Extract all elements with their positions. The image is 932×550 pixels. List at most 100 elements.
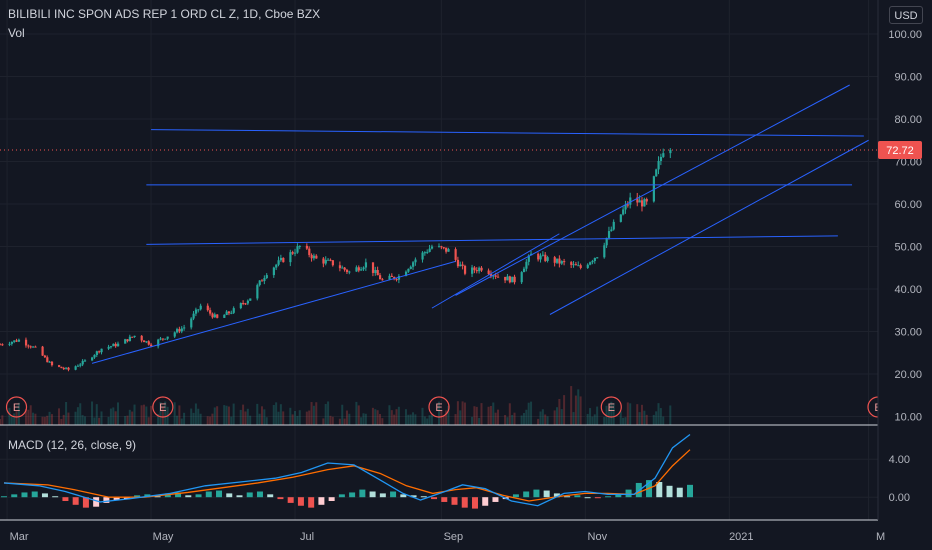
- currency-button[interactable]: USD: [889, 6, 923, 24]
- price-tag-bg: [878, 140, 922, 159]
- candle-body: [659, 156, 663, 161]
- volume-bar: [355, 401, 358, 425]
- candle-body: [421, 252, 424, 260]
- candle-body: [327, 259, 330, 261]
- volume-bar: [62, 414, 65, 425]
- candle-body: [50, 361, 54, 366]
- volume-bar: [145, 406, 148, 425]
- macd-histogram-bar: [584, 497, 591, 499]
- price-tick-label: 50.00: [894, 242, 922, 254]
- price-tag: 72.72: [886, 145, 914, 157]
- volume-bar: [60, 418, 63, 425]
- volume-bar: [414, 414, 417, 425]
- volume-bar: [327, 401, 330, 425]
- volume-bar: [230, 416, 233, 425]
- volume-bar: [272, 404, 275, 425]
- candle-body: [376, 269, 379, 276]
- volume-bar: [412, 412, 415, 425]
- candle-body: [225, 311, 228, 315]
- candle-body: [475, 270, 478, 272]
- volume-bar: [246, 408, 249, 425]
- volume-bar: [558, 398, 561, 425]
- macd-histogram-bar: [420, 496, 427, 498]
- candle-body: [579, 265, 582, 268]
- candle-body: [298, 245, 301, 247]
- volume-bar: [586, 413, 589, 425]
- macd-histogram-bar: [318, 497, 325, 505]
- volume-bar: [150, 405, 153, 425]
- volume-bar: [32, 412, 35, 425]
- candle-body: [461, 264, 464, 266]
- candle-body: [265, 275, 268, 279]
- volume-bar: [371, 407, 374, 425]
- macd-histogram-bar: [656, 482, 663, 498]
- candle-body: [43, 355, 47, 358]
- candle-body: [558, 258, 561, 264]
- candle-body: [395, 279, 398, 281]
- candle-body: [190, 318, 193, 328]
- candle-body: [626, 204, 630, 206]
- candle-body: [537, 253, 540, 260]
- volume-bar: [527, 402, 530, 425]
- price-tick-label: 20.00: [894, 369, 922, 381]
- volume-bar: [216, 406, 219, 425]
- earnings-label: E: [159, 402, 166, 414]
- candle-body: [497, 276, 500, 278]
- candle-body: [426, 251, 429, 253]
- candle-body: [430, 246, 434, 249]
- candle-body: [147, 341, 150, 345]
- candle-body: [209, 310, 212, 314]
- candle-body: [114, 343, 117, 347]
- price-tick-label: 30.00: [894, 327, 922, 339]
- candle-body: [374, 269, 377, 273]
- candle-body: [652, 176, 655, 202]
- candle-body: [166, 336, 169, 339]
- price-tick-label: 40.00: [894, 284, 922, 296]
- candle-body: [662, 153, 665, 157]
- candle-body: [412, 262, 415, 267]
- candle-body: [506, 276, 509, 281]
- macd-histogram-bar: [676, 487, 683, 498]
- candle-body: [279, 257, 283, 261]
- macd-histogram-bar: [287, 497, 294, 503]
- volume-bar: [93, 417, 96, 425]
- volume-bar: [190, 408, 193, 425]
- candle-body: [107, 346, 110, 349]
- volume-bar: [265, 417, 268, 425]
- candle-body: [24, 339, 28, 346]
- candle-body: [357, 267, 360, 271]
- volume-bar: [223, 405, 226, 425]
- candle-body: [624, 204, 627, 210]
- candle-body: [423, 252, 427, 254]
- volume-bar: [249, 415, 252, 425]
- volume-bar: [161, 407, 164, 425]
- earnings-circle: [5, 396, 28, 418]
- candle-body: [100, 348, 103, 353]
- volume-bar: [260, 406, 263, 425]
- volume-bar: [282, 411, 285, 425]
- candle-body: [378, 275, 382, 280]
- volume-bar: [546, 416, 549, 425]
- volume-bar: [421, 407, 424, 425]
- volume-bar: [79, 403, 82, 425]
- candle-body: [315, 255, 318, 259]
- candle-body: [442, 247, 445, 249]
- price-axis-background: [878, 0, 932, 550]
- candle-body: [560, 261, 563, 264]
- volume-bar: [591, 416, 594, 425]
- volume-bar: [570, 386, 573, 425]
- earnings-circle: [428, 396, 450, 418]
- volume-bar: [263, 409, 266, 425]
- volume-bar: [440, 411, 443, 425]
- candle-body: [239, 303, 242, 309]
- candle-body: [494, 275, 497, 277]
- candle-body: [211, 313, 214, 318]
- candle-body: [17, 339, 21, 342]
- candle-body: [192, 313, 195, 319]
- candle-body: [93, 355, 96, 358]
- volume-bar: [13, 413, 16, 425]
- candle-body: [459, 264, 462, 267]
- macd-histogram-bar: [62, 497, 69, 501]
- volume-bar: [442, 415, 445, 425]
